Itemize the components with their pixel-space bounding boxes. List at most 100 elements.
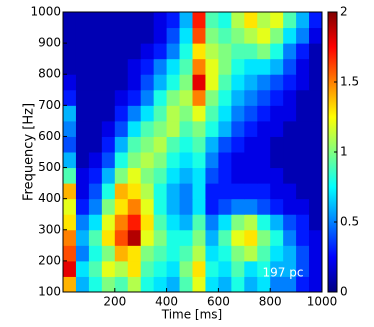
heatmap-cell [127,74,142,91]
heatmap-cell [270,43,284,60]
heatmap-cell [75,276,90,293]
heatmap-cell [166,74,181,91]
heatmap-cell [309,260,323,277]
heatmap [63,12,323,293]
heatmap-cell [75,27,90,44]
heatmap-cell [270,260,284,277]
heatmap-cell [257,105,271,122]
heatmap-cell [88,136,103,153]
y-tick-label: 700 [38,98,61,112]
heatmap-cell [88,89,103,106]
heatmap-cell [231,198,245,215]
heatmap-cell [296,152,310,169]
heatmap-cell [75,260,90,277]
heatmap-cell [88,74,103,91]
heatmap-cell [88,167,103,184]
heatmap-cell [296,89,310,106]
heatmap-cell [127,43,142,60]
heatmap-cell [140,260,155,277]
heatmap-cell [63,245,77,262]
heatmap-cell [179,105,193,122]
heatmap-cell [218,229,232,246]
heatmap-cell [88,260,103,277]
heatmap-cell [309,120,323,137]
heatmap-cell [166,120,181,137]
heatmap-cell [231,74,245,91]
heatmap-cell [257,245,271,262]
heatmap-cell [101,183,116,200]
heatmap-cell [244,58,258,75]
heatmap-cell [140,120,155,137]
heatmap-cell [88,43,103,60]
heatmap-cell [192,105,206,122]
x-tick-label: 400 [155,295,178,309]
heatmap-cell [205,74,219,91]
heatmap-cell [153,167,168,184]
heatmap-cell [192,12,206,29]
heatmap-cell [283,58,297,75]
heatmap-cell [192,120,206,137]
heatmap-cell [114,12,129,29]
heatmap-cell [75,12,90,29]
heatmap-cell [244,276,258,293]
heatmap-cell [179,120,193,137]
heatmap-cell [270,89,284,106]
heatmap-cell [63,152,77,169]
heatmap-cell [166,12,181,29]
annotation: 197 pc [263,266,304,280]
heatmap-cell [153,89,168,106]
heatmap-cell [101,120,116,137]
heatmap-cell [127,27,142,44]
heatmap-cell [257,214,271,231]
heatmap-cell [75,74,90,91]
heatmap-cell [140,152,155,169]
heatmap-cell [205,27,219,44]
heatmap-cell [153,12,168,29]
heatmap-cell [231,12,245,29]
heatmap-cell [218,12,232,29]
heatmap-cell [140,12,155,29]
heatmap-cell [140,245,155,262]
heatmap-cell [231,105,245,122]
heatmap-cell [88,58,103,75]
heatmap-cell [270,183,284,200]
heatmap-cell [231,43,245,60]
heatmap-cell [63,43,77,60]
heatmap-cell [140,229,155,246]
heatmap-cell [153,183,168,200]
heatmap-cell [296,58,310,75]
heatmap-cell [296,43,310,60]
heatmap-cell [270,58,284,75]
heatmap-cell [309,136,323,153]
heatmap-cell [101,43,116,60]
heatmap-cell [257,89,271,106]
heatmap-cell [218,136,232,153]
heatmap-cell [153,136,168,153]
heatmap-cell [127,276,142,293]
heatmap-cell [140,74,155,91]
heatmap-cell [270,152,284,169]
heatmap-cell [179,27,193,44]
x-tick-label: 200 [103,295,126,309]
heatmap-cell [244,27,258,44]
heatmap-cell [283,183,297,200]
heatmap-cell [218,183,232,200]
heatmap-cell [101,276,116,293]
heatmap-cell [205,43,219,60]
heatmap-cell [257,260,271,277]
heatmap-cell [283,214,297,231]
x-tick-label: 1000 [307,295,338,309]
x-tick-label: 600 [207,295,230,309]
heatmap-cell [218,167,232,184]
heatmap-cell [114,43,129,60]
heatmap-cell [127,136,142,153]
heatmap-cell [283,167,297,184]
heatmap-cell [257,167,271,184]
heatmap-cell [257,43,271,60]
heatmap-cell [309,183,323,200]
heatmap-cell [270,12,284,29]
y-tick-label: 100 [38,285,61,299]
heatmap-cell [166,183,181,200]
heatmap-cell [166,58,181,75]
heatmap-cell [192,43,206,60]
